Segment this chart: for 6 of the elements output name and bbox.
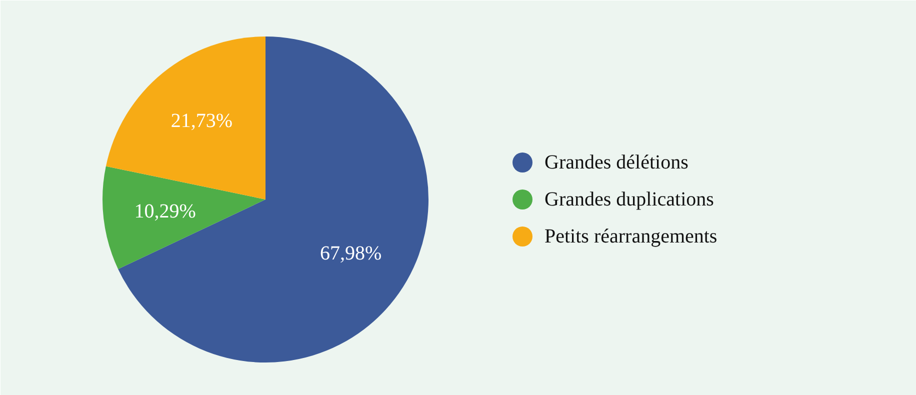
legend-label: Grandes duplications (544, 188, 714, 210)
legend-label: Petits réarrangements (544, 226, 718, 248)
data-label: 10,29% (134, 200, 196, 222)
data-label: 21,73% (170, 110, 233, 132)
data-label: 67,98% (320, 242, 382, 265)
legend-label: Grandes délétions (544, 152, 689, 174)
